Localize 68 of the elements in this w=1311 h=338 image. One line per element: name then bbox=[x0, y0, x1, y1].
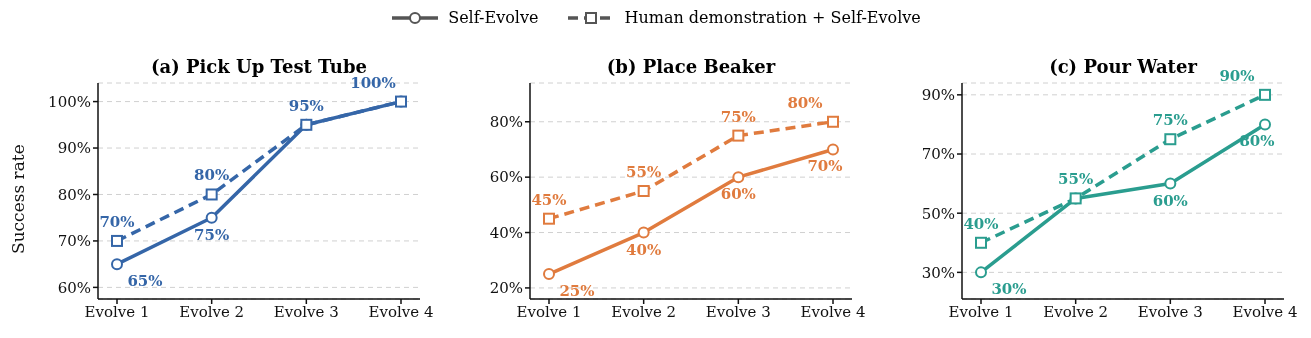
y-tick-label: 100% bbox=[48, 92, 91, 111]
point bbox=[1164, 133, 1177, 146]
data-label: 80% bbox=[194, 166, 230, 185]
data-label: 95% bbox=[288, 96, 324, 115]
y-tick-label: 90% bbox=[921, 86, 955, 105]
x-tick-label: Evolve 4 bbox=[800, 302, 866, 321]
point bbox=[1259, 88, 1271, 101]
x-tick-label: Evolve 3 bbox=[273, 302, 339, 321]
y-tick-label: 60% bbox=[57, 278, 91, 297]
y-tick-label: 70% bbox=[921, 145, 955, 164]
x-tick-label: Evolve 1 bbox=[84, 302, 150, 321]
text: Human demonstration + Self-Evolve bbox=[624, 8, 921, 27]
data-label: 30% bbox=[991, 280, 1027, 299]
y-tick-label: 30% bbox=[921, 263, 955, 282]
data-label: 75% bbox=[1152, 111, 1188, 130]
x-tick-label: Evolve 3 bbox=[1137, 302, 1203, 321]
data-label: 60% bbox=[1152, 191, 1188, 210]
data-label: 65% bbox=[127, 272, 163, 291]
data-label: 70% bbox=[99, 212, 135, 231]
point bbox=[637, 185, 650, 197]
data-label: 75% bbox=[720, 107, 756, 126]
data-label: 80% bbox=[787, 93, 823, 112]
chart-title: (b) Place Beaker bbox=[605, 56, 777, 77]
x-tick-label: Evolve 2 bbox=[179, 302, 245, 321]
x-tick-label: Evolve 1 bbox=[516, 302, 582, 321]
point bbox=[205, 188, 218, 201]
y-tick-label: 60% bbox=[489, 168, 523, 187]
x-tick-label: Evolve 2 bbox=[1043, 302, 1109, 321]
point bbox=[543, 212, 555, 225]
text: Self-Evolve bbox=[448, 8, 539, 27]
point bbox=[205, 211, 218, 224]
x-tick-label: Evolve 4 bbox=[1232, 302, 1298, 321]
y-tick-label: 80% bbox=[489, 113, 523, 132]
y-tick-label: 80% bbox=[57, 185, 91, 204]
point bbox=[975, 236, 987, 249]
point bbox=[637, 226, 650, 239]
data-label: 60% bbox=[720, 185, 756, 204]
y-tick-label: 50% bbox=[921, 204, 955, 223]
data-label: 55% bbox=[1058, 170, 1094, 189]
y-tick-label: 70% bbox=[57, 232, 91, 251]
data-label: 75% bbox=[194, 225, 230, 244]
x-tick-label: Evolve 1 bbox=[948, 302, 1014, 321]
point bbox=[827, 143, 839, 156]
y-tick-label: 40% bbox=[489, 223, 523, 242]
point bbox=[1259, 118, 1271, 131]
point bbox=[111, 234, 123, 247]
point bbox=[732, 171, 745, 184]
x-tick-label: Evolve 4 bbox=[368, 302, 434, 321]
data-label: 45% bbox=[531, 190, 567, 209]
x-tick-label: Evolve 2 bbox=[611, 302, 677, 321]
point bbox=[975, 266, 987, 279]
x-tick-label: Evolve 3 bbox=[705, 302, 771, 321]
data-label: 40% bbox=[626, 240, 662, 259]
chart-title: (c) Pour Water bbox=[1049, 56, 1197, 77]
y-tick-label: 90% bbox=[57, 139, 91, 158]
data-label: 70% bbox=[807, 157, 843, 176]
point bbox=[1164, 177, 1177, 190]
point bbox=[543, 268, 555, 281]
point bbox=[732, 129, 745, 142]
point bbox=[827, 115, 839, 128]
data-label: 90% bbox=[1219, 66, 1255, 85]
data-label: 40% bbox=[963, 214, 999, 233]
point bbox=[111, 258, 123, 271]
data-label: 25% bbox=[559, 282, 595, 301]
point bbox=[395, 95, 407, 108]
data-label: 55% bbox=[626, 163, 662, 181]
y-axis-title: Success rate bbox=[8, 143, 28, 256]
y-tick-label: 20% bbox=[489, 279, 523, 298]
